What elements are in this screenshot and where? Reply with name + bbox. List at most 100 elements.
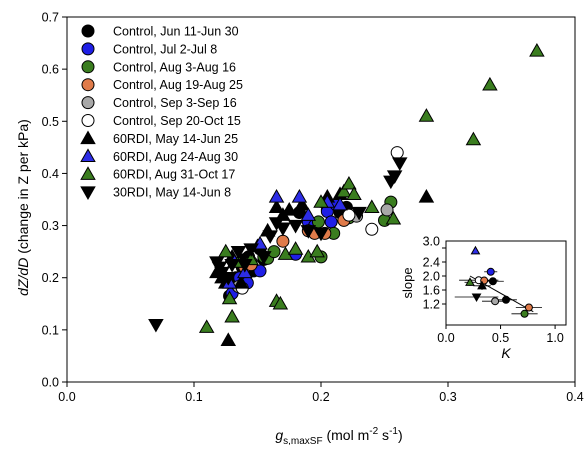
inset-data-point	[477, 280, 487, 290]
y-tick-label: 0.0	[42, 376, 59, 390]
legend-marker	[81, 60, 95, 74]
y-tick-label: 0.5	[42, 115, 59, 129]
data-point	[294, 196, 310, 211]
legend-label: Control, Jul 2-Jul 8	[113, 42, 217, 56]
data-point	[390, 146, 404, 160]
data-point	[391, 157, 408, 171]
data-point	[346, 186, 362, 200]
data-point	[465, 131, 482, 146]
legend-marker	[80, 130, 96, 145]
data-point	[386, 170, 403, 184]
y-tick-label: 0.2	[42, 271, 59, 285]
data-point	[224, 259, 240, 273]
data-point	[300, 207, 317, 221]
data-point	[380, 203, 394, 217]
inset-x-tick-label: 0.5	[492, 331, 509, 345]
legend-label: Control, Sep 20-Oct 15	[113, 114, 241, 128]
legend-marker	[81, 24, 95, 38]
data-point	[275, 222, 291, 237]
legend-marker	[80, 166, 96, 180]
y-tick-label: 0.3	[42, 219, 59, 233]
data-point	[276, 234, 290, 248]
legend-marker	[80, 186, 96, 201]
data-point	[336, 183, 352, 198]
data-point	[272, 295, 289, 310]
y-tick-label: 0.4	[42, 167, 59, 181]
x-tick-label: 0.1	[185, 390, 202, 404]
data-point	[243, 243, 259, 257]
inset-y-axis-label: slope	[400, 267, 415, 298]
data-point	[324, 215, 338, 229]
data-point	[529, 42, 545, 57]
legend-label: Control, Sep 3-Sep 16	[113, 96, 237, 110]
legend-label: 60RDI, Aug 24-Aug 30	[113, 150, 238, 164]
data-point	[351, 206, 367, 221]
inset-y-tick-label: 2.4	[423, 256, 440, 270]
data-point	[385, 210, 402, 225]
data-point	[313, 227, 329, 242]
inset-data-point	[486, 267, 495, 276]
inset-data-point	[491, 297, 500, 306]
y-tick-label: 0.7	[42, 11, 59, 25]
inset-data-point	[488, 277, 497, 286]
inset-y-tick-label: 2.0	[423, 270, 440, 284]
inset-x-tick-label: 0.0	[437, 331, 454, 345]
x-tick-label: 0.2	[312, 390, 329, 404]
data-point	[300, 225, 317, 239]
data-point	[148, 318, 164, 333]
legend-label: Control, Aug 19-Aug 25	[113, 78, 243, 92]
legend: Control, Jun 11-Jun 30 Control, Jul 2-Jul…	[80, 24, 243, 201]
x-axis-label: gs,maxSF (mol m-2 s-1)	[275, 426, 402, 445]
data-point	[237, 259, 253, 273]
data-point	[313, 194, 329, 208]
data-point	[230, 245, 247, 260]
y-tick-label: 0.1	[42, 323, 59, 337]
x-tick-label: 0.3	[439, 390, 456, 404]
data-point	[309, 243, 325, 258]
data-point	[287, 241, 304, 255]
data-point	[233, 275, 249, 289]
inset-y-tick-label: 1.2	[423, 298, 440, 312]
x-tick-label: 0.0	[58, 390, 75, 404]
inset-data-point	[470, 245, 481, 255]
data-point	[253, 264, 267, 278]
data-point	[220, 272, 237, 286]
legend-marker	[81, 96, 95, 110]
data-point	[332, 196, 348, 211]
data-point	[281, 202, 298, 216]
inset-x-axis-label: K	[501, 345, 511, 361]
y-tick-label: 0.6	[42, 63, 59, 77]
data-point	[418, 108, 435, 122]
x-tick-label: 0.4	[566, 390, 583, 404]
data-point	[482, 76, 498, 91]
data-point	[341, 175, 357, 190]
legend-label: 30RDI, May 14-Jun 8	[113, 186, 231, 200]
inset-data-point	[524, 303, 533, 312]
series-9	[148, 157, 408, 333]
inset-data-point	[520, 309, 529, 318]
inset-data-point	[471, 293, 482, 303]
data-point	[287, 219, 304, 234]
legend-marker	[81, 42, 95, 56]
inset-x-tick-label: 1.0	[546, 331, 563, 345]
data-point	[198, 319, 215, 333]
data-point	[291, 188, 308, 203]
inset-y-tick-label: 3.0	[423, 235, 440, 249]
data-point	[221, 290, 238, 305]
legend-label: Control, Jun 11-Jun 30	[113, 25, 239, 39]
data-point	[262, 230, 278, 244]
legend-label: 60RDI, Aug 31-Oct 17	[113, 168, 235, 182]
data-point	[268, 199, 285, 213]
inset-data-point	[502, 295, 510, 304]
legend-marker	[80, 148, 96, 162]
data-point	[268, 188, 285, 203]
data-point	[256, 251, 272, 265]
legend-marker	[81, 114, 95, 127]
inset-frame	[445, 240, 567, 326]
legend-marker	[81, 78, 95, 92]
data-point	[365, 222, 379, 236]
data-point	[342, 208, 356, 222]
